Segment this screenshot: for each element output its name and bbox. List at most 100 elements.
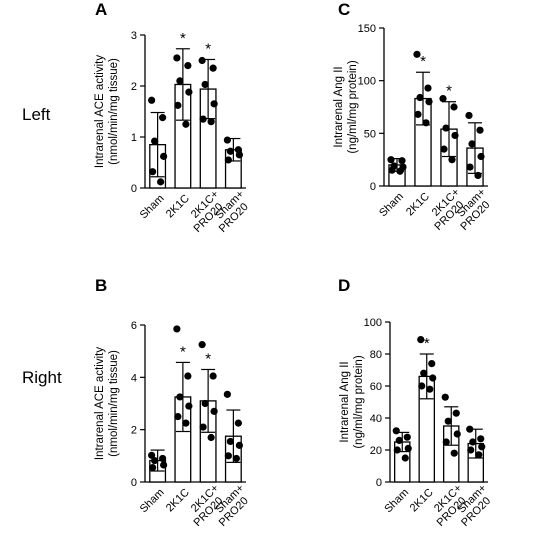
data-point	[198, 56, 206, 65]
y-axis-label: Intrarenal Ang II (ng/ml/mg protein)	[339, 355, 365, 448]
data-point	[395, 436, 403, 444]
significance-mark: *	[420, 53, 426, 70]
data-point	[174, 101, 182, 109]
data-point	[151, 456, 159, 465]
data-point	[149, 168, 157, 176]
data-point	[450, 449, 458, 457]
x-tick-label: 2K1C	[164, 192, 192, 220]
data-point	[398, 157, 406, 165]
data-point	[226, 147, 234, 155]
data-point	[444, 417, 452, 425]
chart-panel-b: 0 2 4 6 Intrarenal ACE activity (nmol/min/mg …	[94, 320, 251, 529]
data-point	[199, 423, 207, 431]
x-tick-label: 2K1C	[404, 190, 432, 218]
data-point	[176, 393, 184, 401]
data-point	[467, 446, 475, 454]
data-point	[468, 140, 476, 148]
data-point	[151, 137, 159, 145]
data-point	[160, 461, 168, 469]
data-point	[426, 385, 434, 393]
data-point	[173, 325, 181, 333]
data-point	[417, 336, 425, 344]
panel-letter-a: A	[95, 0, 108, 19]
significance-mark: *	[424, 335, 430, 352]
panel-letter-b: B	[95, 276, 108, 295]
y-tick-label: 150	[358, 23, 376, 35]
x-tick-label: 2K1C	[164, 486, 192, 514]
data-point	[224, 452, 232, 460]
data-point	[182, 419, 190, 427]
data-point	[477, 152, 485, 161]
data-point	[442, 438, 450, 446]
data-point	[148, 451, 156, 459]
y-tick-label: 3	[131, 30, 137, 42]
y-tick-label: 6	[131, 320, 137, 332]
data-point	[441, 393, 449, 401]
data-point	[160, 152, 168, 160]
y-tick-label: 0	[370, 181, 376, 193]
data-point	[453, 430, 461, 438]
y-axis-label: Intrarenal Ang II (ng/ml/mg protein)	[333, 60, 359, 153]
data-point	[185, 402, 193, 410]
y-tick-label: 100	[358, 76, 376, 88]
data-point	[184, 62, 192, 70]
y-tick-label: 40	[370, 413, 382, 425]
y-tick-label: 0	[131, 477, 137, 489]
chart-panel-c: 0 50 100 150 Intrarenal Ang II (ng/ml/mg prot…	[333, 23, 492, 233]
data-point	[428, 360, 436, 368]
data-point	[401, 454, 409, 462]
data-point	[392, 427, 400, 435]
data-point	[210, 100, 218, 108]
y-axis-label: Intrarenal ACE activity (nmol/min/mg tiss…	[94, 347, 120, 460]
data-point	[173, 54, 181, 62]
data-point	[424, 84, 432, 92]
data-point	[465, 111, 473, 120]
data-point	[235, 151, 243, 159]
data-point	[451, 131, 459, 140]
data-point	[452, 409, 460, 417]
y-tick-label: 0	[376, 477, 382, 489]
data-point	[174, 412, 182, 421]
data-point	[209, 372, 217, 380]
data-point	[478, 443, 486, 451]
y-tick-label: 60	[370, 381, 382, 393]
significance-mark: *	[205, 350, 211, 367]
data-point	[474, 171, 482, 180]
data-point	[185, 88, 193, 96]
data-point	[210, 407, 218, 415]
y-tick-label: 80	[370, 349, 382, 361]
data-point	[466, 425, 474, 433]
data-point	[184, 372, 192, 380]
data-point	[207, 433, 215, 442]
panel-letter-d: D	[338, 276, 351, 295]
data-point	[198, 341, 206, 349]
data-point	[159, 454, 167, 463]
data-point	[223, 136, 231, 144]
significance-mark: *	[180, 343, 186, 360]
data-point	[450, 103, 458, 111]
panel-letter-c: C	[338, 0, 351, 19]
data-point	[224, 156, 232, 164]
data-point	[425, 98, 433, 106]
data-point	[416, 93, 424, 102]
data-point	[413, 50, 421, 58]
data-point	[440, 145, 448, 153]
significance-mark: *	[205, 40, 211, 57]
y-axis-label: Intrarenal ACE activity (nmol/min/mg tiss…	[94, 55, 120, 168]
data-point	[439, 94, 447, 103]
data-point	[201, 80, 209, 89]
data-point	[388, 166, 396, 174]
data-point	[466, 163, 474, 171]
data-point	[475, 451, 483, 459]
data-point	[148, 96, 156, 104]
data-point	[429, 374, 437, 382]
y-tick-label: 1	[131, 132, 137, 144]
y-tick-label: 2	[131, 81, 137, 93]
data-point	[149, 464, 157, 472]
data-point	[404, 444, 412, 452]
data-point	[182, 120, 190, 128]
data-point	[234, 419, 242, 427]
x-tick-label: Sham	[138, 192, 167, 221]
y-tick-label: 2	[131, 425, 137, 437]
